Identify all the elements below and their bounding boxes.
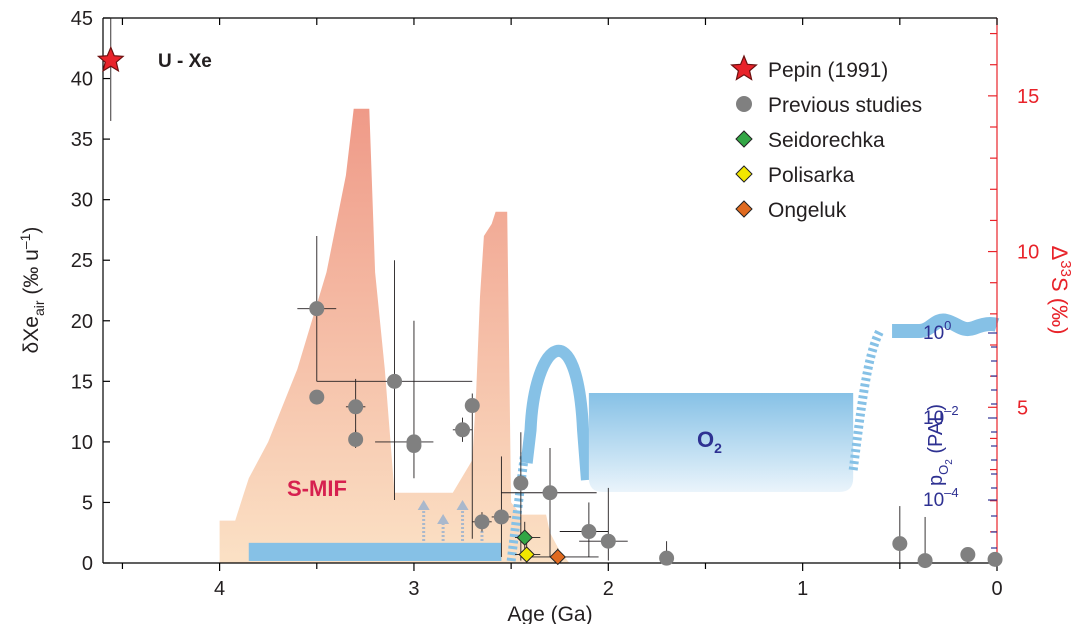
legend-marker-diamond bbox=[735, 130, 753, 148]
data-point-circle bbox=[474, 514, 490, 530]
y-axis-label-left: δXeair (‰ u–1) bbox=[17, 227, 47, 354]
data-point-circle bbox=[464, 398, 480, 414]
x-tick-label: 2 bbox=[603, 578, 614, 600]
y-tick-label-right: 10 bbox=[1017, 242, 1039, 264]
annotation-o2: O2 bbox=[697, 427, 722, 456]
o2-phanerozoic bbox=[892, 313, 1000, 338]
y-tick-label-left: 20 bbox=[71, 311, 93, 333]
x-tick-label: 0 bbox=[991, 578, 1002, 600]
data-point-circle bbox=[387, 373, 403, 389]
data-point-circle bbox=[659, 550, 675, 566]
o2-tick-label: 10–4 bbox=[923, 485, 959, 511]
lower-limit-arrow-head bbox=[437, 514, 450, 524]
o2-rise-dashed bbox=[506, 452, 530, 562]
data-point-circle bbox=[892, 536, 908, 552]
o2-rise-dashed-neoproterozoic bbox=[848, 327, 885, 471]
data-point-circle bbox=[309, 301, 325, 317]
y-tick-label-left: 25 bbox=[71, 250, 93, 272]
smif-envelope bbox=[219, 108, 570, 564]
data-point-circle bbox=[406, 438, 422, 454]
y-axis-label-right: Δ33S (‰) bbox=[1047, 246, 1074, 335]
y-tick-label-left: 30 bbox=[71, 190, 93, 212]
data-point-circle bbox=[309, 389, 325, 405]
y-tick-label-left: 45 bbox=[71, 8, 93, 30]
legend: Pepin (1991) Previous studies Seidorechka P… bbox=[730, 54, 922, 222]
data-point-circle bbox=[917, 553, 933, 569]
legend-marker-diamond bbox=[735, 165, 753, 183]
y-tick-label-right: 15 bbox=[1017, 86, 1039, 108]
y-tick-label-left: 40 bbox=[71, 69, 93, 91]
legend-marker-star bbox=[730, 54, 758, 81]
o2-plateau bbox=[588, 393, 854, 492]
data-point-circle bbox=[987, 551, 1003, 567]
data-point-star bbox=[96, 45, 125, 73]
x-tick-label: 4 bbox=[214, 578, 225, 600]
lower-limit-arrow-head bbox=[417, 500, 430, 510]
data-point-circle bbox=[581, 524, 597, 540]
data-point-circle bbox=[348, 399, 364, 415]
y-tick-label-right: 5 bbox=[1017, 397, 1028, 419]
o2-overshoot bbox=[520, 345, 593, 481]
chart-text: Age (Ga) δXeair (‰ u–1) Δ33S (‰) pO2 (PAL) U… bbox=[17, 51, 1074, 626]
x-axis-label: Age (Ga) bbox=[507, 603, 592, 624]
data-points bbox=[96, 45, 1003, 569]
legend-label: Seidorechka bbox=[768, 129, 885, 152]
data-point-circle bbox=[600, 533, 616, 549]
data-point-circle bbox=[542, 485, 558, 501]
data-point-circle bbox=[348, 431, 364, 447]
o2-tick-label: 10–2 bbox=[923, 403, 959, 429]
annotation-uxe: U - Xe bbox=[158, 51, 212, 72]
y-tick-label-left: 35 bbox=[71, 129, 93, 151]
data-point-circle bbox=[960, 547, 976, 563]
data-point-circle bbox=[493, 509, 509, 525]
annotation-smif: S-MIF bbox=[287, 476, 347, 501]
legend-label: Ongeluk bbox=[768, 199, 847, 222]
legend-label: Pepin (1991) bbox=[768, 59, 888, 82]
legend-label: Previous studies bbox=[768, 94, 922, 117]
y-tick-label-left: 0 bbox=[82, 553, 93, 575]
o2-band-archean bbox=[248, 542, 502, 561]
data-point-circle bbox=[513, 475, 529, 491]
data-point-diamond bbox=[516, 529, 533, 546]
legend-marker-circle bbox=[736, 96, 752, 112]
o2-tick-label: 100 bbox=[923, 318, 951, 344]
y-tick-label-left: 15 bbox=[71, 371, 93, 393]
y-tick-label-left: 10 bbox=[71, 432, 93, 454]
background-fills bbox=[219, 108, 1000, 564]
data-point-circle bbox=[455, 422, 471, 438]
x-tick-label: 1 bbox=[797, 578, 808, 600]
lower-limit-arrow-head bbox=[456, 500, 469, 510]
y-tick-label-left: 5 bbox=[82, 492, 93, 514]
data-point-diamond bbox=[549, 548, 566, 566]
legend-label: Polisarka bbox=[768, 164, 855, 187]
x-tick-label: 3 bbox=[408, 578, 419, 600]
data-point-diamond bbox=[518, 546, 535, 563]
o2-axis-label: pO2 (PAL) bbox=[925, 404, 955, 486]
legend-marker-diamond bbox=[735, 200, 753, 218]
